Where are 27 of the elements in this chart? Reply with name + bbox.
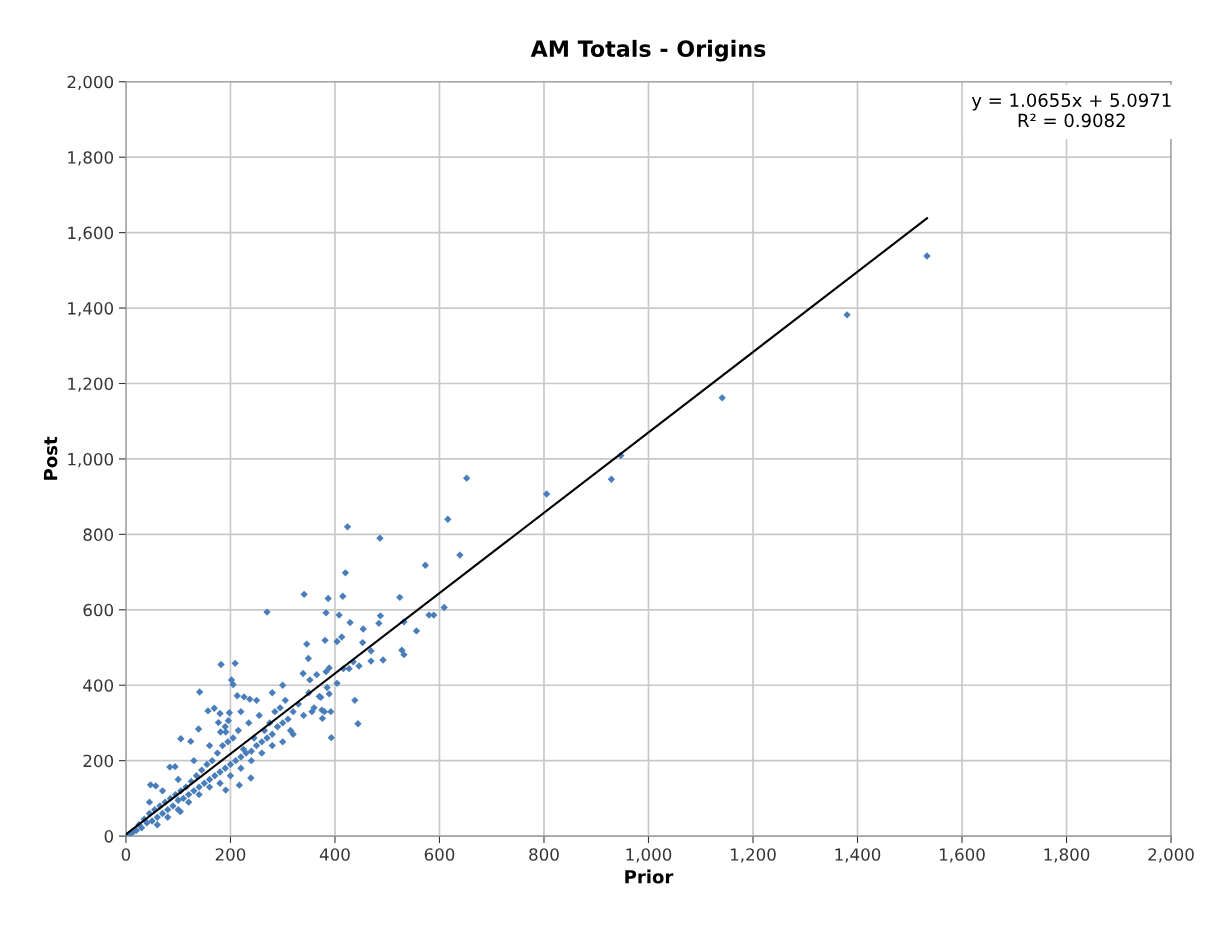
annotation: R² = 0.9082 [1018, 113, 1125, 128]
x-tick-label: 0 [121, 848, 131, 861]
y-tick-label: 1,600 [68, 226, 114, 241]
x-tick-label: 1,600 [939, 848, 985, 863]
y-tick-label: 1,200 [68, 377, 114, 392]
x-tick-label: 600 [424, 848, 455, 861]
x-tick-label: 1,000 [626, 848, 672, 863]
y-tick-label: 400 [83, 679, 114, 692]
y-tick-label: 1,800 [68, 151, 114, 166]
x-tick-label: 1,400 [835, 848, 881, 863]
y-tick-label: 200 [83, 754, 114, 768]
x-tick-label: 1,200 [730, 848, 776, 863]
x-tick-label: 800 [529, 848, 559, 861]
x-tick-label: 1,800 [1044, 848, 1090, 863]
chart-title: AM Totals - Origins [530, 39, 766, 62]
x-tick-label: 2,000 [1148, 848, 1194, 863]
y-tick-label: 0 [104, 830, 114, 843]
y-tick-label: 800 [83, 528, 114, 541]
x-axis-title: Prior [625, 869, 674, 884]
annotation: y = 1.0655x + 5.0971 [971, 93, 1171, 111]
y-tick-label: 600 [83, 603, 114, 617]
y-tick-label: 1,000 [68, 452, 114, 468]
y-axis-title: Post [43, 436, 58, 480]
x-tick-label: 200 [215, 848, 246, 861]
y-tick-label: 1,400 [68, 302, 114, 317]
x-tick-label: 400 [319, 848, 350, 861]
y-tick-label: 2,000 [67, 75, 114, 91]
